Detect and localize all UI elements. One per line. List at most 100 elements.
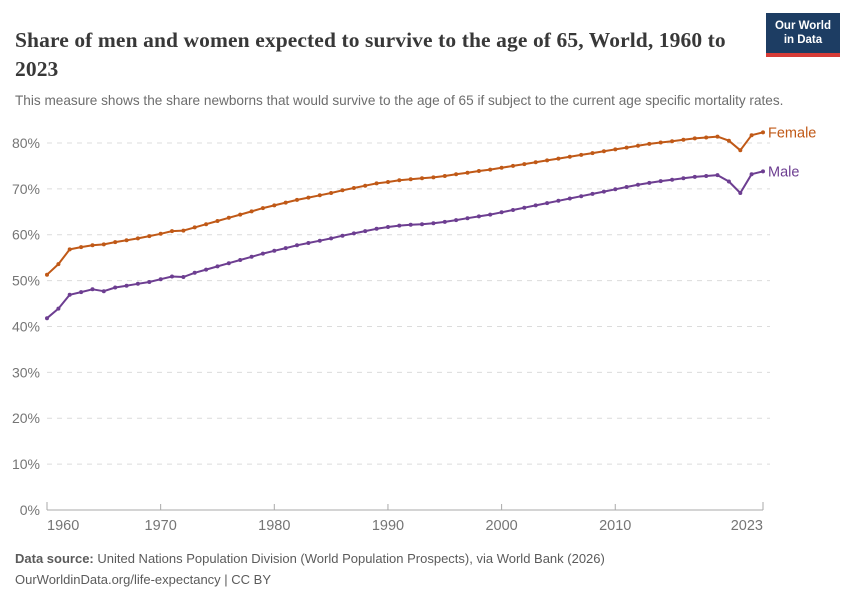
female-data-point-1971[interactable] (170, 229, 174, 234)
male-data-point-2008[interactable] (590, 191, 595, 196)
female-data-point-1995[interactable] (442, 174, 447, 178)
male-data-point-1964[interactable] (90, 287, 95, 292)
female-data-point-1991[interactable] (397, 178, 402, 183)
female-data-point-2016[interactable] (681, 137, 686, 142)
female-data-point-1977[interactable] (238, 212, 243, 217)
female-data-point-1997[interactable] (465, 170, 470, 175)
female-data-point-1973[interactable] (192, 225, 197, 230)
male-data-point-1966[interactable] (113, 285, 118, 290)
male-series-line[interactable] (46, 170, 764, 320)
female-data-point-2019[interactable] (715, 134, 720, 139)
female-data-point-1996[interactable] (454, 172, 459, 177)
line-chart-canvas[interactable]: 0% 10% 20% 30% 40% 50% 60% 70% 80% 1960 1970 1980 19… (0, 105, 850, 545)
male-data-point-2001[interactable] (511, 208, 515, 212)
female-data-point-2015[interactable] (670, 139, 675, 144)
male-data-point-1999[interactable] (488, 212, 493, 217)
male-data-point-1985[interactable] (329, 236, 334, 241)
female-data-point-1992[interactable] (408, 177, 413, 182)
female-data-point-1986[interactable] (340, 188, 345, 193)
male-data-point-1979[interactable] (260, 251, 265, 256)
female-data-point-2010[interactable] (613, 147, 618, 152)
male-data-point-1965[interactable] (101, 289, 106, 294)
male-data-point-2019[interactable] (715, 173, 720, 178)
female-series-line[interactable] (46, 131, 764, 276)
male-data-point-1976[interactable] (226, 261, 231, 266)
female-data-point-1982[interactable] (295, 197, 299, 202)
male-data-point-2005[interactable] (556, 198, 561, 203)
female-data-point-1978[interactable] (249, 209, 254, 214)
female-data-point-2006[interactable] (567, 154, 572, 159)
male-data-point-2021[interactable] (738, 191, 743, 195)
male-data-point-2000[interactable] (499, 210, 504, 215)
female-data-point-1990[interactable] (386, 180, 390, 184)
female-data-point-1994[interactable] (431, 175, 436, 180)
male-data-point-2011[interactable] (624, 185, 629, 189)
female-data-point-2008[interactable] (590, 151, 595, 156)
female-data-point-1963[interactable] (79, 245, 84, 250)
female-data-point-1970[interactable] (158, 231, 163, 236)
owid-logo[interactable]: Our World in Data (765, 13, 840, 57)
male-data-point-1982[interactable] (295, 243, 299, 248)
female-data-point-2023[interactable] (761, 130, 765, 135)
male-data-point-1969[interactable] (147, 280, 152, 284)
male-data-point-1993[interactable] (420, 222, 424, 227)
female-data-point-2014[interactable] (658, 140, 663, 145)
male-data-point-1970[interactable] (158, 277, 163, 282)
female-data-point-1976[interactable] (226, 215, 231, 220)
male-data-point-1992[interactable] (408, 222, 413, 227)
female-data-point-2000[interactable] (499, 165, 504, 170)
male-data-point-1994[interactable] (431, 221, 436, 226)
male-data-point-1961[interactable] (56, 306, 61, 311)
female-data-point-1980[interactable] (272, 203, 277, 208)
female-data-point-2011[interactable] (624, 145, 629, 150)
female-data-point-1966[interactable] (113, 240, 118, 245)
male-data-point-1968[interactable] (135, 281, 140, 286)
female-data-point-1983[interactable] (306, 195, 311, 200)
male-data-point-1980[interactable] (272, 248, 277, 253)
male-data-point-2014[interactable] (658, 179, 663, 184)
female-data-point-2004[interactable] (545, 158, 550, 163)
male-data-point-1996[interactable] (454, 218, 459, 223)
male-data-point-2018[interactable] (704, 174, 709, 178)
female-data-point-2005[interactable] (556, 156, 561, 161)
male-data-point-1988[interactable] (363, 229, 368, 234)
female-data-point-1988[interactable] (363, 183, 368, 188)
female-data-point-2021[interactable] (738, 148, 743, 153)
female-data-point-1984[interactable] (317, 193, 322, 198)
female-series-label[interactable]: Female (768, 126, 816, 142)
female-data-point-1987[interactable] (351, 186, 356, 190)
female-data-point-2007[interactable] (579, 152, 584, 157)
male-data-point-2022[interactable] (749, 172, 754, 177)
female-data-point-2001[interactable] (511, 163, 515, 168)
male-data-point-1989[interactable] (374, 226, 379, 231)
female-data-point-2017[interactable] (692, 136, 697, 141)
male-data-point-2023[interactable] (761, 169, 765, 174)
female-data-point-1985[interactable] (329, 191, 334, 195)
female-data-point-1993[interactable] (420, 176, 424, 181)
male-data-point-2010[interactable] (613, 187, 618, 192)
male-data-point-2009[interactable] (601, 189, 606, 194)
male-data-point-2003[interactable] (533, 203, 538, 208)
female-data-point-1975[interactable] (215, 219, 220, 223)
female-data-point-1999[interactable] (488, 167, 493, 172)
male-data-point-1967[interactable] (124, 283, 129, 288)
female-data-point-1967[interactable] (124, 238, 129, 243)
male-data-point-1978[interactable] (249, 254, 254, 259)
male-data-point-1973[interactable] (192, 270, 197, 275)
license-line[interactable]: OurWorldinData.org/life-expectancy | CC … (15, 572, 272, 588)
male-data-point-2016[interactable] (681, 176, 686, 181)
male-data-point-1983[interactable] (306, 241, 311, 245)
female-data-point-2018[interactable] (704, 135, 709, 140)
female-data-point-1961[interactable] (56, 262, 61, 267)
male-data-point-1974[interactable] (204, 267, 209, 272)
female-data-point-1989[interactable] (374, 181, 379, 186)
male-data-point-1971[interactable] (170, 274, 174, 279)
female-data-point-1998[interactable] (476, 169, 481, 173)
female-data-point-1974[interactable] (204, 222, 209, 227)
male-data-point-1990[interactable] (386, 225, 390, 229)
male-data-point-1972[interactable] (181, 275, 186, 279)
female-data-point-1981[interactable] (283, 200, 288, 205)
male-series-label[interactable]: Male (768, 165, 799, 181)
male-data-point-2002[interactable] (522, 205, 527, 210)
female-data-point-1962[interactable] (67, 247, 72, 252)
